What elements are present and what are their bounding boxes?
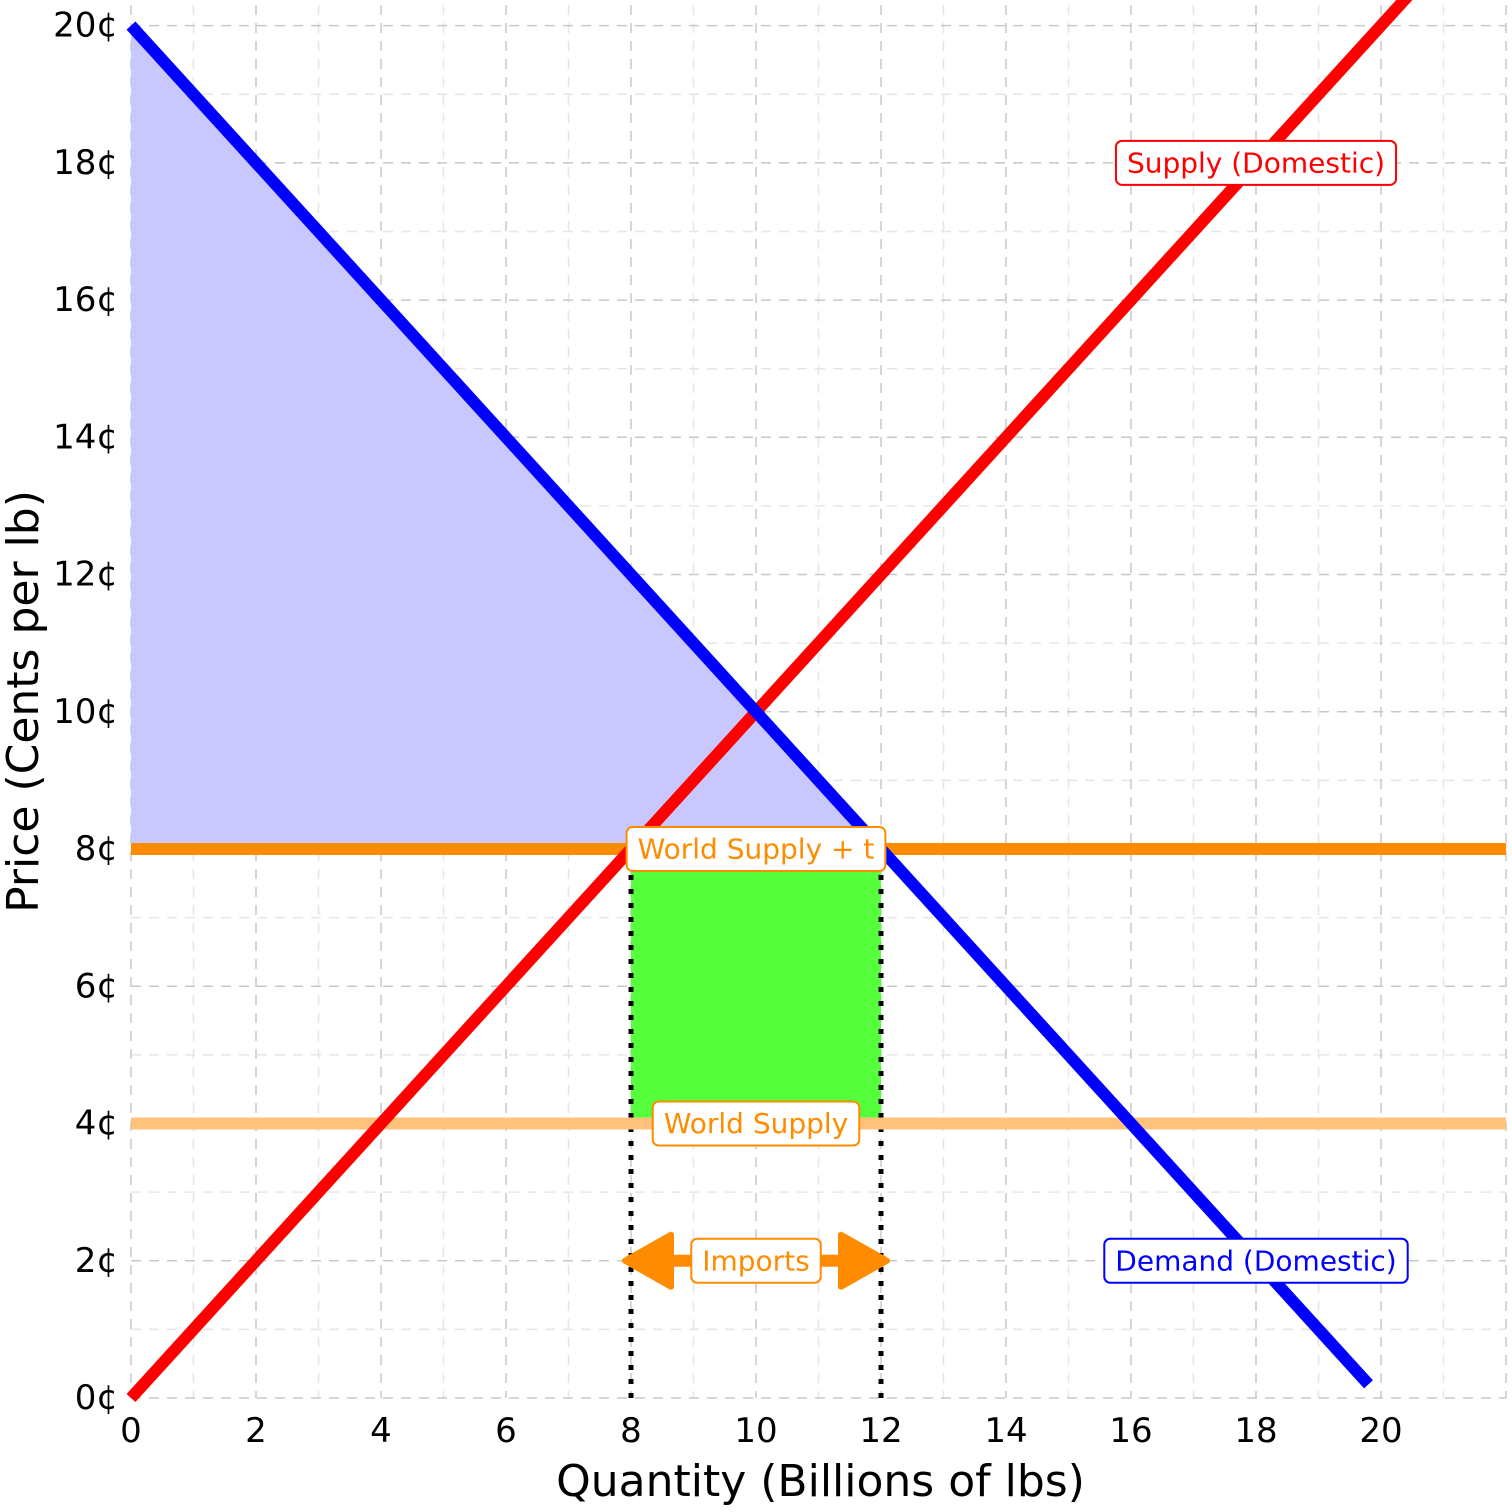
x-tick-label: 2 <box>245 1411 267 1451</box>
y-tick-label: 18¢ <box>53 143 118 183</box>
annotation-label: Supply (Domestic) <box>1127 146 1385 179</box>
series-line-1 <box>126 21 1373 1389</box>
y-tick-label: 16¢ <box>53 280 118 320</box>
x-tick-label: 8 <box>620 1411 642 1451</box>
x-tick-label: 18 <box>1234 1411 1277 1451</box>
annotation-box <box>690 1237 822 1284</box>
y-tick-label: 12¢ <box>53 555 118 595</box>
x-axis-ticks: 0 2 4 6 8 10 12 14 16 18 20 <box>120 1411 1402 1451</box>
y-tick-label: 8¢ <box>75 829 118 869</box>
x-axis-title: Quantity (Billions of lbs) <box>556 1456 1085 1507</box>
imports-arrow-head-right <box>838 1231 890 1290</box>
y-tick-label: 20¢ <box>53 6 118 46</box>
y-tick-label: 10¢ <box>53 692 118 732</box>
annotations: Supply (Domestic) Demand (Domestic) World … <box>622 139 1409 1290</box>
annotation-label: World Supply <box>664 1107 849 1140</box>
shaded-region-tariff-revenue <box>631 849 881 1124</box>
x-tick-label: 16 <box>1109 1411 1152 1451</box>
y-axis-ticks: 0¢ 2¢ 4¢ 6¢ 8¢ 10¢ 12¢ 14¢ 16¢ 18¢ 20¢ <box>53 6 118 1418</box>
annotation-4: Imports <box>622 1231 890 1290</box>
annotation-label: World Supply + t <box>638 833 875 866</box>
y-tick-label: 6¢ <box>75 966 118 1006</box>
x-tick-label: 14 <box>984 1411 1027 1451</box>
x-tick-label: 0 <box>120 1411 142 1451</box>
imports-arrow-head-left <box>622 1231 674 1290</box>
annotation-3: World Supply <box>651 1100 861 1147</box>
y-axis-title: Price (Cents per lb) <box>0 490 49 913</box>
annotation-box <box>1103 1237 1409 1284</box>
x-tick-label: 20 <box>1359 1411 1402 1451</box>
x-tick-label: 10 <box>734 1411 777 1451</box>
x-tick-label: 4 <box>370 1411 392 1451</box>
y-tick-label: 14¢ <box>53 417 118 457</box>
annotation-2: World Supply + t <box>625 826 887 873</box>
y-tick-label: 4¢ <box>75 1104 118 1144</box>
x-tick-label: 6 <box>495 1411 517 1451</box>
annotation-1: Demand (Domestic) <box>1103 1237 1409 1284</box>
annotation-box <box>625 826 887 873</box>
y-tick-label: 0¢ <box>75 1378 118 1418</box>
annotation-label: Imports <box>702 1244 810 1277</box>
annotation-0: Supply (Domestic) <box>1114 139 1398 186</box>
annotation-label: Demand (Domestic) <box>1115 1244 1396 1277</box>
x-tick-label: 12 <box>859 1411 902 1451</box>
annotation-box <box>1114 139 1398 186</box>
annotation-box <box>651 1100 861 1147</box>
y-tick-label: 2¢ <box>75 1241 118 1281</box>
